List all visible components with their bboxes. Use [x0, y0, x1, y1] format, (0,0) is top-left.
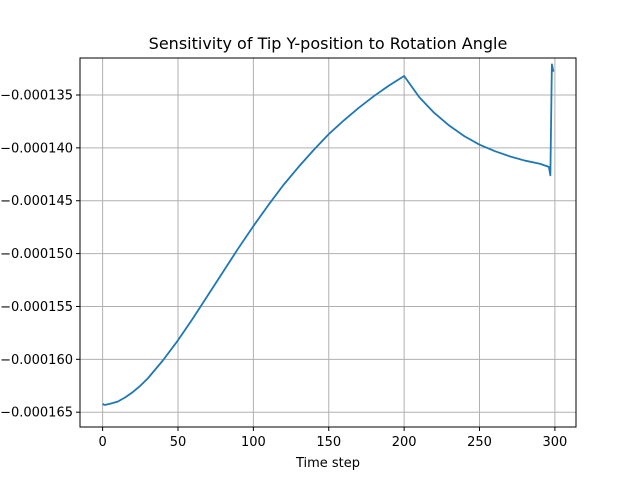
x-tick-label: 250 [467, 435, 492, 450]
series-line-group [102, 63, 555, 406]
y-tick-label: −0.000135 [0, 89, 73, 104]
y-tick-label: −0.000155 [0, 300, 73, 315]
y-tick-label: −0.000140 [0, 141, 73, 156]
series-line [102, 63, 555, 406]
y-tick-label: −0.000165 [0, 406, 73, 421]
x-tick-label: 200 [392, 435, 417, 450]
x-axis-label: Time step [295, 456, 360, 471]
x-tick-label: 50 [170, 435, 187, 450]
y-tick-label: −0.000145 [0, 194, 73, 209]
grid [80, 58, 576, 427]
x-tick-label: 0 [98, 435, 106, 450]
x-tick-label: 100 [241, 435, 266, 450]
x-tick-label: 150 [316, 435, 341, 450]
chart-title: Sensitivity of Tip Y-position to Rotatio… [149, 34, 508, 53]
y-tick-label: −0.000160 [0, 353, 73, 368]
ticks: 0 50 100 150 200 250 300 −0.000165 −0.000160 −0.0… [0, 89, 567, 450]
x-tick-label: 300 [542, 435, 567, 450]
plot-frame [79, 57, 577, 428]
y-tick-label: −0.000150 [0, 247, 73, 262]
